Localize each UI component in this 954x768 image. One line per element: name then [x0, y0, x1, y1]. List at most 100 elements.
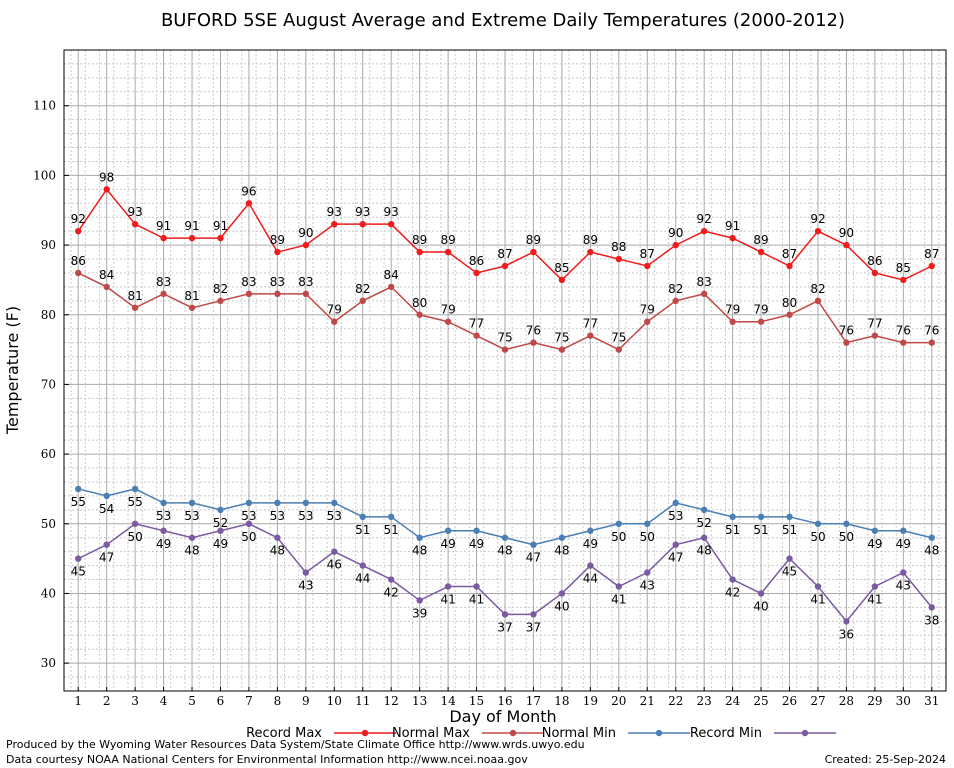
x-tick-label: 29	[867, 694, 882, 708]
legend-marker-normal-min	[655, 729, 663, 737]
data-point-normal-min	[729, 513, 736, 521]
data-point-normal-max	[245, 290, 253, 298]
data-label-record-max: 98	[99, 170, 114, 184]
y-tick-labels: 30 40 50 60 70 80 90 100 110	[33, 99, 69, 670]
data-point-record-max	[217, 234, 224, 242]
data-label-normal-min: 52	[697, 516, 712, 530]
data-label-record-max: 91	[156, 219, 171, 233]
data-label-record-min: 42	[384, 586, 399, 600]
data-point-normal-max	[757, 318, 765, 325]
data-point-normal-min	[473, 527, 480, 534]
data-point-normal-max	[700, 290, 708, 298]
data-label-normal-min: 48	[412, 544, 427, 558]
data-label-record-min: 42	[725, 586, 740, 600]
data-label-record-max: 88	[611, 240, 626, 254]
data-label-record-max: 93	[127, 205, 142, 219]
data-label-normal-min: 53	[668, 509, 683, 523]
data-point-record-min	[786, 555, 793, 562]
legend-marker-record-min	[801, 729, 809, 737]
data-label-normal-max: 82	[668, 282, 683, 296]
data-point-record-max	[928, 262, 935, 270]
data-label-normal-max: 75	[497, 331, 512, 345]
footer-produced-by: Produced by the Wyoming Water Resources …	[6, 738, 585, 751]
data-label-normal-max: 80	[782, 296, 797, 310]
data-label-normal-max: 79	[327, 303, 342, 317]
data-point-normal-min	[387, 513, 395, 521]
data-point-record-min	[558, 590, 566, 597]
data-label-record-max: 91	[184, 219, 199, 233]
y-tick-label: 50	[41, 517, 56, 531]
data-label-normal-max: 77	[583, 317, 598, 331]
data-label-record-max: 85	[896, 261, 911, 275]
data-label-normal-min: 55	[71, 495, 86, 509]
x-tick-label: 15	[469, 694, 484, 708]
x-tick-label: 20	[611, 694, 626, 708]
data-point-record-max	[757, 248, 765, 256]
data-point-record-min	[644, 569, 651, 576]
x-tick-label: 19	[583, 694, 598, 708]
x-tick-label: 16	[497, 694, 512, 708]
data-point-record-max	[331, 220, 338, 228]
data-label-record-min: 40	[554, 599, 569, 613]
x-tick-label: 18	[554, 694, 569, 708]
data-point-record-min	[217, 527, 224, 534]
y-tick-label: 40	[41, 586, 56, 600]
x-tick-label: 24	[725, 694, 741, 708]
data-label-record-max: 90	[668, 226, 683, 240]
series: 92 98 93 91 91 91 96 89 90 93 93 93 89 89 86 87 89 85 89 88…	[71, 170, 940, 641]
data-point-record-max	[387, 220, 395, 228]
data-point-normal-max	[302, 290, 310, 298]
data-label-record-max: 93	[384, 205, 399, 219]
data-label-record-min: 36	[839, 627, 854, 641]
data-point-normal-max	[558, 346, 566, 353]
legend-marker-record-max	[361, 729, 369, 737]
x-tick-label: 26	[782, 694, 797, 708]
data-point-record-max	[900, 276, 907, 284]
series-normal-min: 55 54 55 53 53 52 53 53 53 53 51 51 48 49 49 48 47 48 49 50…	[71, 485, 939, 565]
data-label-record-min: 48	[697, 544, 712, 558]
data-point-normal-max	[501, 346, 509, 353]
data-label-record-max: 87	[640, 247, 655, 261]
data-point-normal-min	[558, 534, 566, 541]
data-label-record-min: 49	[156, 537, 171, 551]
data-point-record-max	[416, 248, 423, 256]
data-point-normal-min	[160, 499, 167, 507]
data-point-record-min	[331, 548, 338, 555]
x-tick-label: 12	[384, 694, 399, 708]
data-point-record-min	[444, 583, 452, 590]
data-label-record-min: 41	[440, 592, 455, 606]
data-point-normal-min	[644, 520, 651, 527]
data-label-normal-max: 76	[526, 324, 541, 338]
data-label-normal-min: 51	[355, 523, 370, 537]
data-point-record-max	[274, 248, 281, 256]
data-label-normal-min: 49	[896, 537, 911, 551]
data-point-record-min	[131, 520, 139, 527]
data-point-normal-min	[871, 527, 879, 534]
x-tick-label: 1	[74, 694, 82, 708]
data-label-record-max: 91	[725, 219, 740, 233]
data-label-normal-min: 53	[327, 509, 342, 523]
data-label-record-min: 37	[497, 620, 512, 634]
data-point-record-min	[871, 583, 879, 590]
data-label-normal-max: 75	[554, 331, 569, 345]
data-point-record-min	[928, 604, 935, 611]
data-point-record-min	[160, 527, 167, 534]
legend-label-normal-min: Normal Min	[542, 726, 616, 741]
data-point-normal-max	[160, 290, 167, 298]
x-tick-label: 3	[131, 694, 139, 708]
data-label-record-min: 47	[99, 551, 114, 565]
x-tick-label: 8	[274, 694, 282, 708]
x-tick-label: 11	[355, 694, 370, 708]
data-point-normal-min	[700, 506, 708, 514]
data-label-record-min: 45	[71, 565, 86, 579]
y-axis-label: Temperature (F)	[3, 306, 22, 435]
data-point-record-max	[501, 262, 509, 270]
data-label-record-max: 89	[526, 233, 541, 247]
data-point-record-min	[245, 520, 253, 527]
data-point-normal-max	[871, 332, 879, 339]
data-point-record-min	[359, 562, 366, 569]
data-point-normal-min	[131, 485, 139, 493]
data-point-normal-min	[615, 520, 623, 527]
data-label-record-min: 43	[640, 579, 655, 593]
data-label-record-min: 48	[270, 544, 285, 558]
